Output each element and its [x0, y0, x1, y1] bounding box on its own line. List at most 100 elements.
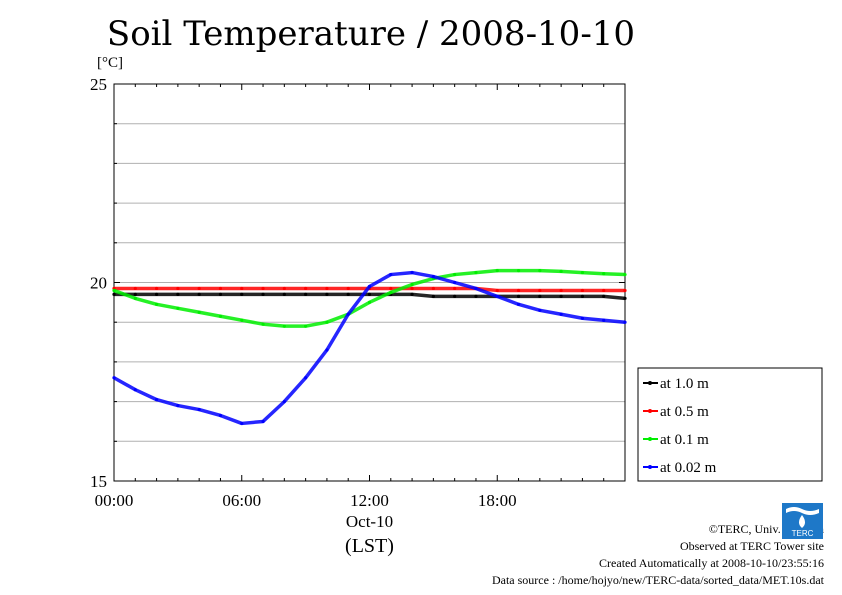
x-tick-label: 06:00	[222, 491, 261, 510]
legend-marker	[648, 409, 652, 413]
data-point	[197, 310, 201, 314]
terc-logo-icon: TERC	[782, 503, 823, 539]
data-point	[580, 294, 585, 298]
data-point	[516, 268, 521, 273]
data-point	[261, 292, 265, 297]
data-point	[538, 268, 542, 273]
data-point	[431, 286, 435, 291]
data-point	[218, 292, 223, 297]
data-point	[261, 286, 265, 291]
data-point	[389, 272, 393, 277]
data-point	[325, 348, 329, 352]
legend-marker	[648, 381, 652, 385]
data-point	[112, 376, 116, 380]
data-point	[240, 318, 244, 322]
data-point	[304, 292, 308, 297]
y-axis-unit-label: [°C]	[97, 55, 123, 71]
data-point	[261, 322, 265, 326]
data-point	[282, 286, 286, 291]
x-tick-label: 12:00	[350, 491, 389, 510]
legend-label: at 0.1 m	[660, 432, 709, 448]
data-point	[154, 302, 159, 306]
data-point	[346, 286, 350, 291]
data-point	[325, 292, 329, 297]
data-point	[176, 403, 180, 408]
logo-text: TERC	[792, 529, 814, 538]
data-point	[240, 286, 244, 291]
data-point	[623, 320, 627, 324]
data-point	[410, 286, 414, 291]
x-tick-label: 18:00	[478, 491, 517, 510]
data-point	[304, 376, 308, 380]
legend-label: at 0.02 m	[660, 460, 717, 476]
data-point	[133, 292, 137, 297]
legend-label: at 0.5 m	[660, 404, 709, 420]
legend-label: at 1.0 m	[660, 376, 709, 392]
y-tick-label: 20	[90, 274, 107, 293]
data-point	[282, 324, 286, 328]
footer-observed: Observed at TERC Tower site	[679, 539, 824, 553]
data-point	[495, 288, 499, 293]
data-point	[367, 300, 372, 304]
data-point	[282, 400, 286, 404]
footer-data-source: Data source : /home/hojyo/new/TERC-data/…	[491, 573, 824, 587]
data-point	[133, 286, 137, 291]
data-point	[389, 286, 393, 291]
x-date-label: Oct-10	[346, 512, 393, 531]
data-point	[580, 270, 585, 275]
data-point	[559, 288, 563, 293]
data-point	[325, 320, 329, 324]
legend: at 1.0 m at 0.5 m at 0.1 m at 0.02 m	[637, 367, 823, 482]
data-point	[495, 294, 499, 298]
data-point	[197, 407, 201, 412]
data-point	[516, 302, 521, 306]
data-point	[453, 280, 457, 285]
data-point	[218, 286, 223, 291]
data-point	[516, 288, 521, 293]
legend-box	[637, 367, 823, 482]
data-point	[240, 421, 244, 426]
data-point	[602, 288, 606, 293]
data-point	[431, 274, 435, 279]
data-point	[133, 296, 137, 300]
footer-created: Created Automatically at 2008-10-10/23:5…	[599, 556, 824, 570]
data-point	[580, 288, 585, 293]
data-point	[516, 294, 521, 298]
data-point	[176, 306, 180, 310]
data-point	[602, 318, 606, 322]
x-tick-label: 00:00	[95, 491, 134, 510]
data-point	[623, 272, 627, 277]
data-point	[197, 292, 201, 297]
data-point	[389, 290, 393, 295]
data-point	[495, 268, 499, 273]
data-point	[474, 270, 478, 275]
data-point	[154, 398, 159, 402]
data-point	[176, 292, 180, 297]
data-point	[623, 288, 627, 293]
data-point	[453, 294, 457, 298]
data-point	[325, 286, 329, 291]
data-point	[282, 292, 286, 297]
data-point	[602, 294, 606, 298]
data-point	[154, 286, 159, 291]
data-point	[218, 413, 223, 418]
chart-title: Soil Temperature / 2008-10-10	[106, 14, 636, 54]
data-point	[623, 296, 627, 300]
data-point	[346, 292, 350, 297]
data-point	[197, 286, 201, 291]
legend-marker	[648, 465, 652, 469]
data-point	[112, 292, 116, 297]
legend-marker	[648, 437, 652, 441]
x-axis-label: (LST)	[345, 535, 394, 557]
data-point	[304, 286, 308, 291]
data-point	[218, 314, 223, 318]
data-point	[261, 419, 265, 424]
data-point	[112, 288, 116, 293]
data-point	[559, 294, 563, 298]
data-point	[453, 286, 457, 291]
data-point	[154, 292, 159, 297]
data-point	[453, 272, 457, 277]
y-tick-label: 25	[90, 75, 107, 94]
data-point	[346, 312, 350, 316]
